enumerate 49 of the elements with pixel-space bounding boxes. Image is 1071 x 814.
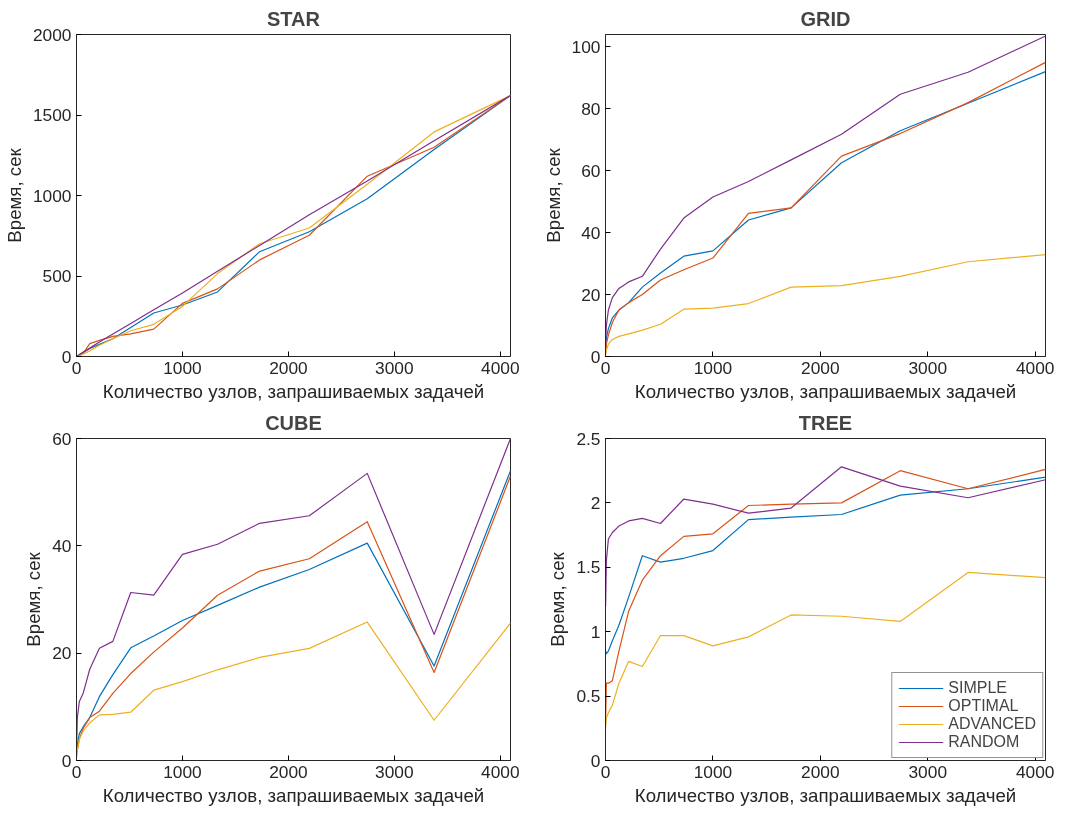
y-tick-label: 2.5 xyxy=(576,428,601,449)
x-tick-label: 4000 xyxy=(1015,357,1055,378)
x-tick-label: 4000 xyxy=(481,357,520,378)
y-tick-label: 1 xyxy=(590,621,601,642)
x-tick-label: 1000 xyxy=(163,761,202,782)
legend-label: SIMPLE xyxy=(948,679,1007,697)
chart-title: STAR xyxy=(267,7,321,30)
y-tick-label: 60 xyxy=(52,428,72,449)
y-tick-label: 100 xyxy=(571,36,601,57)
x-tick-label: 4000 xyxy=(1015,761,1055,782)
y-tick-label: 1.5 xyxy=(576,557,601,578)
x-axis-title: Количество узлов, запрашиваемых задачей xyxy=(634,784,1017,806)
x-tick-label: 4000 xyxy=(481,761,520,782)
y-axis-title: Время, сек xyxy=(542,147,564,243)
x-axis-title: Количество узлов, запрашиваемых задачей xyxy=(102,380,485,402)
x-tick-label: 2000 xyxy=(269,357,308,378)
y-tick-label: 2000 xyxy=(32,24,72,45)
legend-label: ADVANCED xyxy=(948,715,1036,733)
x-tick-label: 3000 xyxy=(375,761,414,782)
y-tick-label: 40 xyxy=(52,535,72,556)
y-tick-label: 20 xyxy=(52,643,72,664)
chart-title: GRID xyxy=(800,7,851,30)
x-tick-label: 2000 xyxy=(801,357,840,378)
x-tick-label: 1000 xyxy=(163,357,202,378)
chart-title: CUBE xyxy=(265,411,322,434)
chart-title: TREE xyxy=(798,411,853,434)
y-tick-label: 1500 xyxy=(32,105,72,125)
y-tick-label: 40 xyxy=(581,222,601,243)
x-axis-title: Количество узлов, запрашиваемых задачей xyxy=(634,380,1017,402)
x-tick-label: 3000 xyxy=(908,761,948,782)
x-tick-label: 2000 xyxy=(269,761,308,782)
y-tick-label: 2 xyxy=(590,492,601,513)
x-tick-label: 1000 xyxy=(693,761,733,782)
y-axis-title: Время, сек xyxy=(23,551,45,647)
x-tick-label: 3000 xyxy=(375,357,414,378)
y-tick-label: 500 xyxy=(42,266,72,286)
y-tick-label: 20 xyxy=(581,284,601,305)
y-tick-label: 0.5 xyxy=(576,686,601,707)
legend-label: RANDOM xyxy=(948,733,1020,751)
x-tick-label: 1000 xyxy=(693,357,733,378)
y-axis-title: Время, сек xyxy=(3,147,25,243)
y-tick-label: 80 xyxy=(581,98,601,119)
x-tick-label: 3000 xyxy=(908,357,948,378)
legend-label: OPTIMAL xyxy=(948,697,1019,715)
y-tick-label: 1000 xyxy=(32,185,72,206)
y-axis-title: Время, сек xyxy=(547,551,569,647)
y-tick-label: 60 xyxy=(581,160,601,181)
x-tick-label: 2000 xyxy=(801,761,840,782)
x-axis-title: Количество узлов, запрашиваемых задачей xyxy=(102,784,485,806)
